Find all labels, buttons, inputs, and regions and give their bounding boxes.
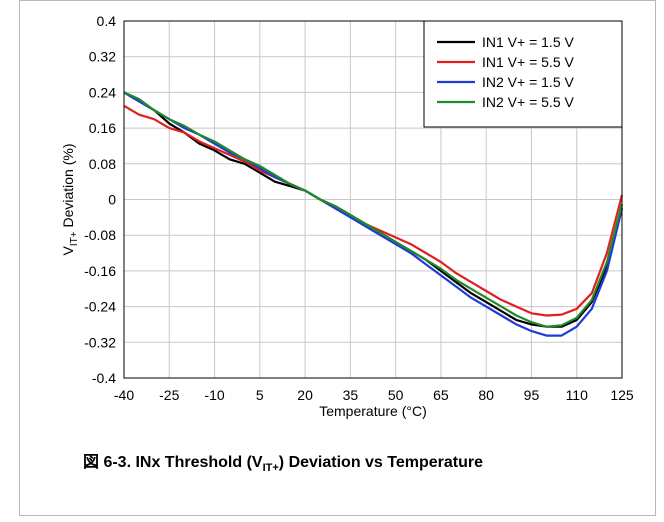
y-tick-label: 0.4 [97, 13, 117, 29]
y-tick-label: -0.4 [92, 370, 116, 386]
y-tick-label: -0.24 [84, 299, 116, 315]
x-tick-label: 50 [388, 387, 404, 403]
x-tick-label: 80 [478, 387, 494, 403]
y-tick-label: 0.32 [89, 49, 116, 65]
series-layer [123, 91, 624, 337]
y-tick-label: -0.08 [84, 227, 116, 243]
figure-frame: -40 -25 -10 5 20 35 50 65 80 95 110 125 0.4 0.32 0.24 0… [19, 0, 656, 516]
y-axis-title-main: V [60, 246, 76, 256]
legend-label: IN1 V+ = 5.5 V [482, 54, 574, 70]
series-line [123, 104, 624, 317]
y-tick-label: 0 [108, 192, 116, 208]
caption-prefix: 図 6-3. INx Threshold (V [83, 454, 263, 471]
line-chart: -40 -25 -10 5 20 35 50 65 80 95 110 125 0.4 0.32 0.24 0… [60, 13, 634, 419]
y-tick-label: 0.24 [89, 84, 116, 100]
plot-area-border [123, 20, 623, 379]
legend-box [423, 20, 623, 128]
series-line [123, 91, 624, 328]
x-tick-label: 20 [297, 387, 313, 403]
grid [124, 21, 622, 378]
series-line [123, 91, 624, 328]
x-tick-label: -40 [114, 387, 134, 403]
legend-label: IN1 V+ = 1.5 V [482, 34, 574, 50]
x-tick-label: 110 [566, 387, 589, 403]
series-line [123, 91, 624, 337]
y-tick-label: 0.16 [89, 120, 116, 136]
x-tick-label: 5 [256, 387, 264, 403]
x-tick-label: -25 [159, 387, 179, 403]
x-tick-label: 125 [610, 387, 634, 403]
y-tick-label: -0.32 [84, 334, 116, 350]
y-axis-title: VIT+ Deviation (%) [60, 144, 80, 256]
x-tick-label: 95 [524, 387, 540, 403]
figure-caption: 図 6-3. INx Threshold (VIT+) Deviation vs… [83, 448, 483, 474]
x-tick-label: -10 [204, 387, 224, 403]
caption-suffix: ) Deviation vs Temperature [278, 454, 484, 471]
y-axis-title-sub: IT+ [69, 231, 80, 246]
legend-label: IN2 V+ = 5.5 V [482, 94, 574, 110]
x-tick-label: 35 [343, 387, 359, 403]
y-axis-title-rest: Deviation (%) [60, 144, 76, 232]
legend: IN1 V+ = 1.5 V IN1 V+ = 5.5 V IN2 V+ = 1.5… [423, 20, 623, 128]
caption-subscript: IT+ [262, 462, 279, 475]
y-tick-label: -0.16 [84, 263, 116, 279]
legend-label: IN2 V+ = 1.5 V [482, 74, 574, 90]
x-tick-label: 65 [433, 387, 449, 403]
tick-labels: -40 -25 -10 5 20 35 50 65 80 95 110 125 0.4 0.32 0.24 0… [84, 13, 634, 403]
x-axis-title: Temperature (°C) [319, 403, 427, 419]
y-tick-label: 0.08 [89, 156, 116, 172]
